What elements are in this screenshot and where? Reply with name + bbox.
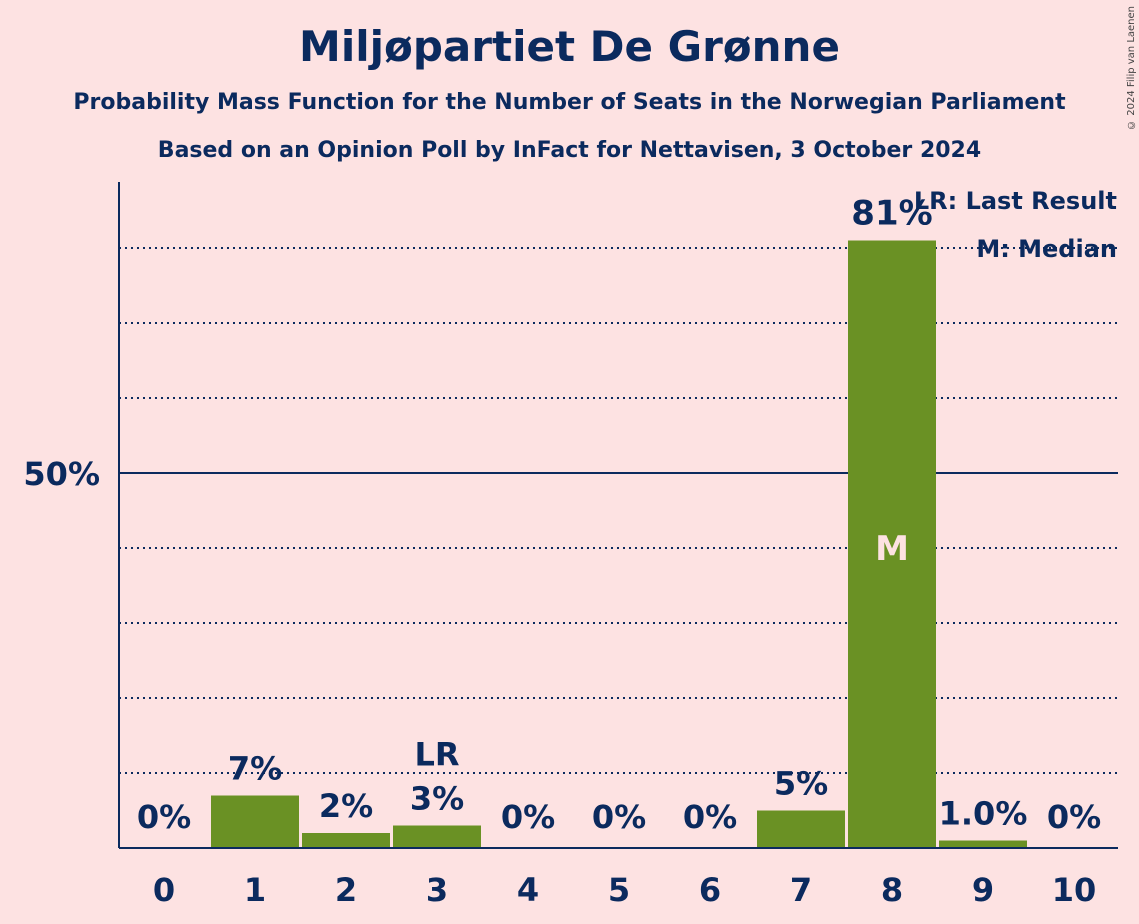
bar-seat-7 [757, 810, 845, 848]
value-label-seat-9: 1.0% [939, 795, 1028, 833]
x-tick-label-9: 9 [972, 871, 994, 909]
chart-subtitle: Probability Mass Function for the Number… [73, 90, 1066, 115]
x-tick-label-0: 0 [153, 871, 175, 909]
bar-seat-8 [848, 240, 936, 848]
x-tick-label-7: 7 [790, 871, 812, 909]
value-label-seat-7: 5% [774, 765, 828, 803]
bar-seat-2 [302, 833, 390, 848]
x-tick-label-3: 3 [426, 871, 448, 909]
value-label-seat-2: 2% [319, 787, 373, 825]
bar-seat-9 [939, 840, 1027, 848]
value-label-seat-3: 3% [410, 780, 464, 818]
value-label-seat-8: 81% [851, 194, 932, 234]
median-marker: M [875, 529, 909, 569]
legend-item-last-result: LR: Last Result [914, 187, 1117, 215]
y-tick-label-50: 50% [23, 455, 100, 493]
x-tick-label-8: 8 [881, 871, 903, 909]
value-label-seat-5: 0% [592, 798, 646, 836]
x-tick-label-6: 6 [699, 871, 721, 909]
chart-source-subtitle: Based on an Opinion Poll by InFact for N… [157, 138, 982, 163]
value-label-seat-6: 0% [683, 798, 737, 836]
value-label-seat-10: 0% [1047, 798, 1101, 836]
bar-seat-1 [211, 795, 299, 848]
last-result-marker: LR [414, 736, 459, 774]
value-label-seat-4: 0% [501, 798, 555, 836]
x-tick-label-4: 4 [517, 871, 539, 909]
value-label-seat-0: 0% [137, 798, 191, 836]
x-tick-label-2: 2 [335, 871, 357, 909]
bar-seat-3 [393, 825, 481, 848]
x-tick-label-5: 5 [608, 871, 630, 909]
value-label-seat-1: 7% [228, 750, 282, 788]
x-tick-label-1: 1 [244, 871, 266, 909]
x-tick-label-10: 10 [1052, 871, 1097, 909]
legend-item-median: M: Median [976, 235, 1117, 263]
chart-title: Miljøpartiet De Grønne [299, 22, 840, 71]
